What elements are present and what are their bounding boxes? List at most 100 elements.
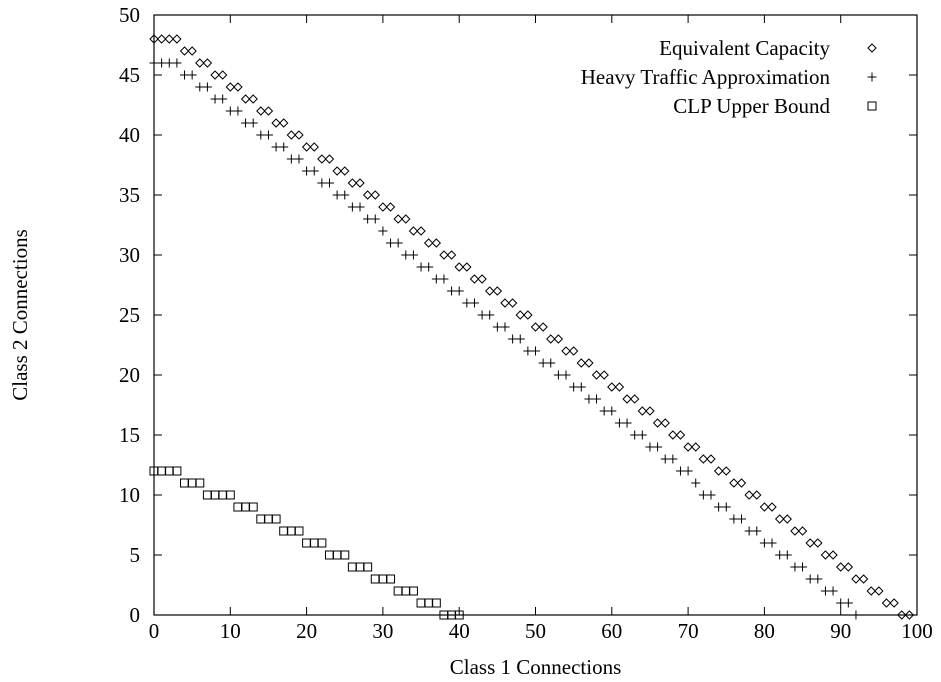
square-marker: [302, 538, 312, 548]
diamond-marker: [660, 418, 670, 428]
plus-marker: [286, 154, 296, 164]
diamond-marker: [195, 58, 205, 68]
diamond-marker: [263, 106, 274, 116]
plus-marker: [630, 430, 640, 440]
square-marker: [324, 550, 334, 560]
plus-marker: [164, 58, 174, 68]
plus-marker: [324, 178, 334, 188]
y-axis-title: Class 2 Connections: [8, 229, 32, 401]
square-marker: [248, 502, 258, 512]
diamond-marker: [530, 322, 541, 332]
plus-marker: [202, 82, 212, 92]
square-marker: [218, 490, 228, 500]
x-tick-label: 80: [754, 619, 775, 643]
diamond-marker: [904, 610, 915, 620]
diamond-marker: [607, 382, 617, 392]
diamond-marker: [767, 502, 777, 512]
diamond-marker: [897, 610, 907, 620]
plus-marker: [805, 574, 815, 584]
diamond-marker: [164, 34, 174, 44]
series-diamond: [149, 34, 915, 620]
plus-marker: [828, 586, 838, 596]
diamond-marker: [645, 406, 655, 416]
diamond-marker: [835, 562, 846, 572]
square-marker: [431, 598, 441, 608]
square-marker: [210, 490, 220, 500]
plus-marker: [340, 190, 350, 200]
x-tick-label: 40: [449, 619, 470, 643]
plus-marker: [180, 70, 190, 80]
diamond-marker: [286, 130, 297, 140]
diamond-marker: [774, 514, 785, 524]
diamond-marker: [614, 382, 625, 392]
square-marker: [263, 514, 273, 524]
y-tick-label: 50: [119, 3, 140, 27]
diamond-marker: [851, 574, 861, 584]
plus-marker: [431, 274, 441, 284]
diamond-marker: [439, 250, 449, 260]
diamond-marker: [721, 466, 731, 476]
diamond-marker: [309, 142, 319, 152]
diamond-marker: [462, 262, 472, 272]
square-marker: [157, 466, 167, 476]
plus-marker: [210, 94, 220, 104]
plus-marker: [439, 274, 449, 284]
x-axis-title: Class 1 Connections: [450, 655, 622, 679]
plus-marker: [515, 334, 525, 344]
diamond-marker: [240, 94, 251, 104]
plus-marker: [645, 442, 655, 452]
x-tick-label: 10: [220, 619, 241, 643]
plus-marker: [531, 346, 540, 356]
diamond-marker: [813, 538, 823, 548]
plus-marker: [798, 562, 808, 572]
plus-marker: [706, 490, 716, 500]
square-marker: [393, 586, 403, 596]
square-marker: [363, 562, 373, 572]
plus-marker: [843, 598, 853, 608]
plus-marker: [424, 262, 434, 272]
plus-marker: [820, 586, 830, 596]
plus-marker: [599, 406, 609, 416]
y-tick-label: 45: [119, 63, 140, 87]
plus-marker: [675, 466, 685, 476]
plus-marker: [790, 562, 800, 572]
square-marker: [256, 514, 266, 524]
plus-marker: [546, 358, 556, 368]
diamond-marker: [576, 358, 586, 368]
legend-label: Equivalent Capacity: [659, 36, 830, 60]
plus-marker: [149, 58, 159, 68]
diamond-marker: [858, 574, 869, 584]
x-tick-label: 50: [525, 619, 546, 643]
diamond-marker: [729, 478, 739, 488]
axis-ticks: [153, 14, 918, 616]
diamond-marker: [507, 298, 518, 308]
diamond-marker: [469, 274, 480, 284]
diamond-marker: [874, 586, 884, 596]
y-tick-label: 15: [119, 423, 140, 447]
square-marker: [317, 538, 327, 548]
diamond-marker: [279, 118, 289, 128]
diamond-marker: [172, 34, 182, 44]
diamond-marker: [324, 154, 335, 164]
diamond-marker: [210, 70, 220, 80]
plus-marker: [637, 430, 647, 440]
square-marker: [202, 490, 212, 500]
square-marker: [347, 562, 357, 572]
plus-marker: [653, 442, 663, 452]
legend: Equivalent Capacity Heavy Traffic Approxi…: [581, 36, 877, 118]
square-marker: [416, 598, 426, 608]
diamond-marker: [668, 430, 678, 440]
diamond-marker: [797, 526, 808, 536]
plus-marker: [248, 118, 258, 128]
plus-marker: [477, 310, 487, 320]
series-square: [149, 466, 464, 620]
plus-marker: [294, 154, 304, 164]
plus-marker: [813, 574, 823, 584]
diamond-marker: [454, 262, 464, 272]
plus-marker: [386, 238, 396, 248]
legend-label: Heavy Traffic Approximation: [581, 65, 831, 89]
diamond-marker: [500, 298, 510, 308]
plus-marker: [561, 370, 571, 380]
diamond-marker: [202, 58, 213, 68]
plus-marker: [569, 382, 579, 392]
